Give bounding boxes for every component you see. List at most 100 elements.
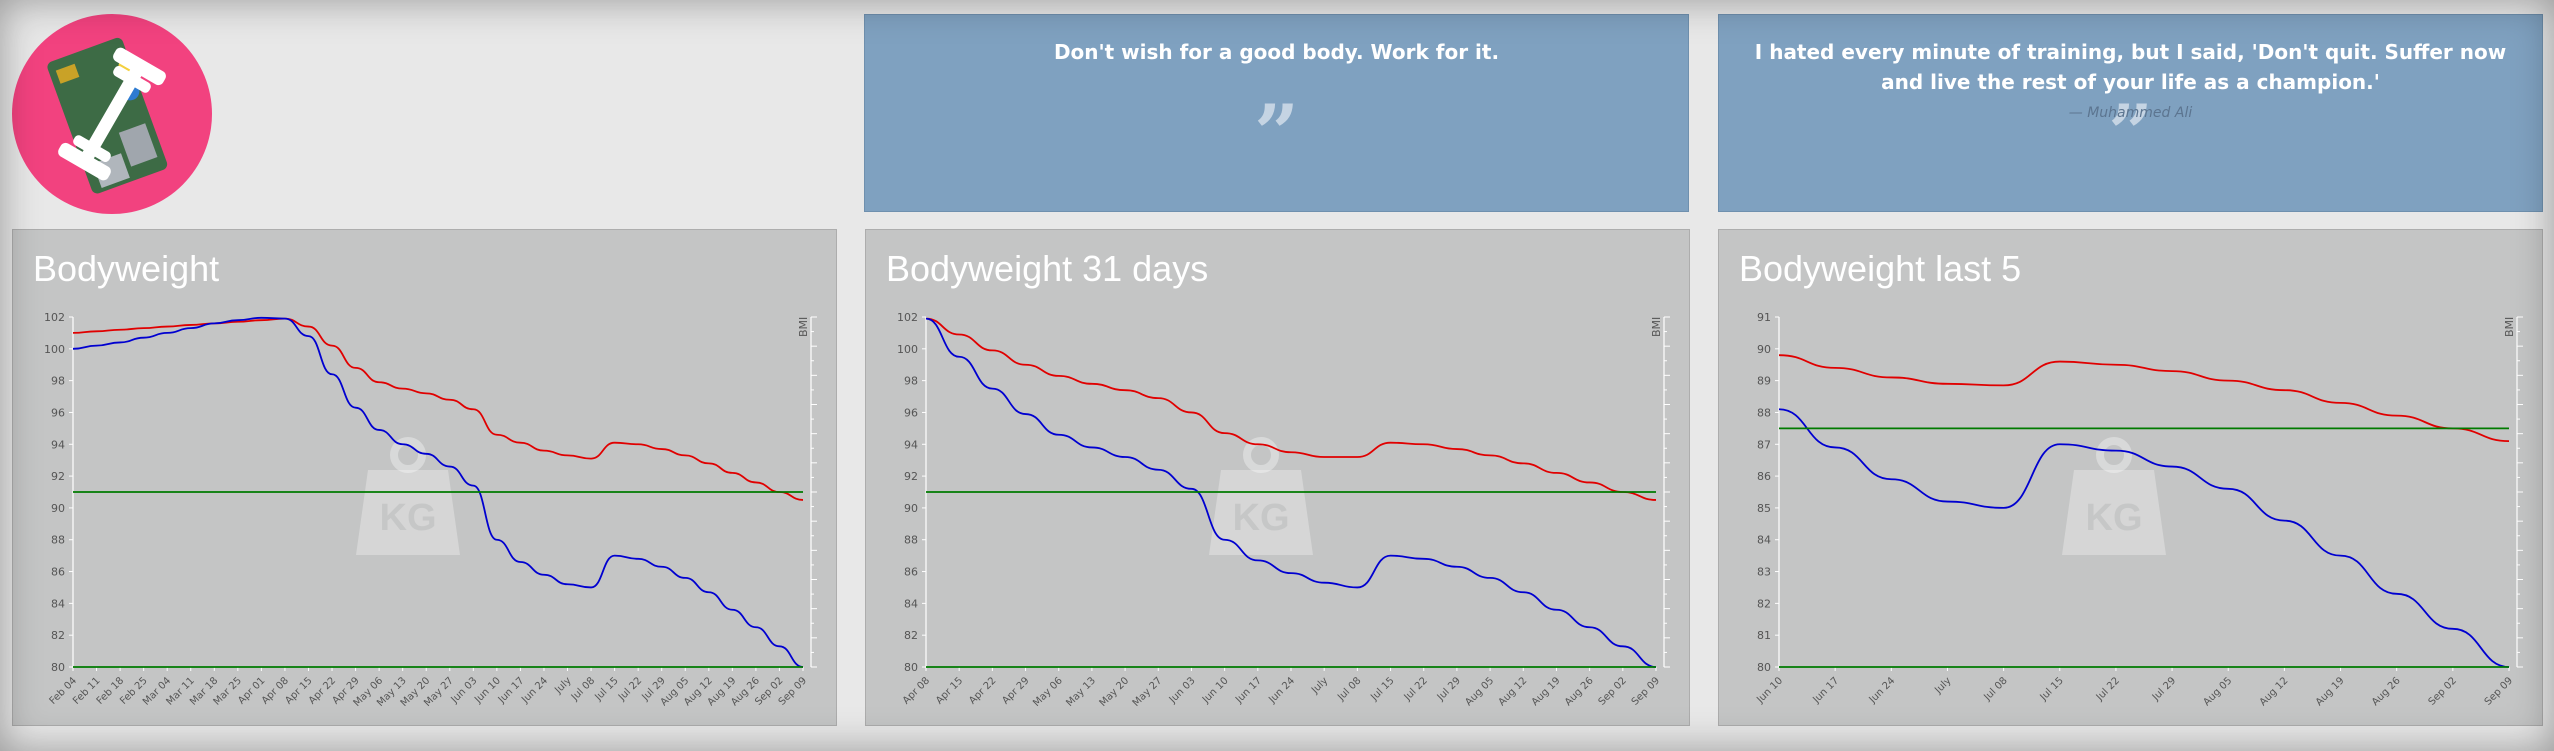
x-tick-label: Jul 15: [2038, 675, 2066, 703]
y-tick-label: 81: [1757, 629, 1771, 642]
chart-panel-bodyweight-31-days: Bodyweight 31 days KG 102 100 98 96 94 92 90 88 8…: [865, 229, 1690, 726]
x-tick-label: Jul 29: [1435, 675, 1463, 703]
x-tick-label: Apr 29: [1000, 675, 1031, 706]
x-tick-label: Jun 24: [1266, 675, 1297, 706]
y-tick-label: 84: [51, 597, 65, 610]
x-tick-label: Jun 24: [519, 675, 550, 706]
x-tick-label: Jul 29: [2150, 675, 2178, 703]
y-tick-label: 89: [1757, 375, 1771, 388]
y-tick-label: 86: [51, 566, 65, 579]
x-tick-label: Jun 03: [1167, 675, 1198, 706]
y-tick-label: 91: [1757, 311, 1771, 324]
y-tick-label: 94: [904, 438, 918, 451]
x-tick-label: Jun 17: [1233, 675, 1264, 706]
y-tick-label: 96: [51, 406, 65, 419]
y-tick-label: 90: [1757, 343, 1771, 356]
y-tick-label: 98: [51, 375, 65, 388]
x-tick-label: May 27: [1131, 675, 1165, 709]
x-tick-label: Jul 15: [1368, 675, 1396, 703]
x-tick-label: Aug 12: [1497, 675, 1530, 708]
y-tick-label: 84: [904, 597, 918, 610]
y-tick-label: 80: [51, 661, 65, 674]
chart-panel-bodyweight: Bodyweight KG 102 100 98 96 94 92 90 88 86 84 82 80 B…: [12, 229, 837, 726]
y-tick-label: 88: [904, 534, 918, 547]
watermark-label: KG: [1233, 497, 1290, 539]
y-tick-label: 92: [904, 470, 918, 483]
x-tick-label: Jul 22: [2094, 675, 2122, 703]
x-tick-label: Apr 22: [967, 675, 998, 706]
quote-card-1: ” Don't wish for a good body. Work for i…: [864, 14, 1689, 212]
quote-author: — Muhammed Ali: [1719, 105, 2542, 121]
watermark-label: KG: [2086, 497, 2143, 539]
chart-panel-bodyweight-last-5: Bodyweight last 5 KG 91 90 89 88 87 86 85 84 83 82…: [1718, 229, 2543, 726]
y-tick-label: 90: [51, 502, 65, 515]
y-tick-label: 96: [904, 406, 918, 419]
y-tick-label: 98: [904, 375, 918, 388]
x-tick-label: Jul 08: [1981, 675, 2009, 703]
y-tick-label: 85: [1757, 502, 1771, 515]
x-tick-label: Jul 22: [1402, 675, 1430, 703]
x-tick-label: Aug 19: [2314, 675, 2347, 708]
x-tick-label: Jul 15: [592, 675, 620, 703]
y-tick-label: 80: [904, 661, 918, 674]
y-tick-label: 94: [51, 438, 65, 451]
x-tick-label: Jul 08: [1335, 675, 1363, 703]
y-tick-label: 87: [1757, 438, 1771, 451]
y-tick-label: 83: [1757, 566, 1771, 579]
x-tick-label: Aug 19: [1530, 675, 1563, 708]
y-tick-label: 100: [44, 343, 65, 356]
watermark-label: KG: [380, 497, 437, 539]
x-tick-label: Jun 10: [472, 675, 503, 706]
x-tick-label: Apr 15: [934, 675, 965, 706]
y-tick-label: 102: [44, 311, 65, 324]
x-tick-label: Sep 09: [1630, 675, 1662, 707]
kg-watermark-icon: KG: [356, 441, 460, 555]
x-tick-label: Aug 26: [1563, 675, 1596, 708]
y-tick-label: 82: [1757, 597, 1771, 610]
x-tick-label: Aug 05: [1463, 675, 1496, 708]
dumbbell-logo-icon: [12, 14, 212, 214]
quote-mark-icon: ”: [865, 95, 1688, 173]
x-tick-label: Jun 10: [1754, 675, 1785, 706]
x-tick-label: Jun 17: [1810, 675, 1841, 706]
x-tick-label: July: [1932, 675, 1953, 696]
x-tick-label: Aug 26: [2370, 675, 2403, 708]
bodyweight-last-5-chart: KG 91 90 89 88 87 86 85 84 83 82 81 80 BMI Jun 10 Jun 1…: [1719, 230, 2544, 727]
y-tick-label: 80: [1757, 661, 1771, 674]
x-tick-label: Jun 03: [449, 675, 480, 706]
y-tick-label: 82: [904, 629, 918, 642]
quote-card-2: ” I hated every minute of training, but …: [1718, 14, 2543, 212]
x-tick-label: Jun 10: [1200, 675, 1231, 706]
x-tick-label: May 20: [1098, 675, 1132, 709]
y2-axis-label: BMI: [1650, 317, 1663, 337]
kg-watermark-icon: KG: [1209, 441, 1313, 555]
quote-text: I hated every minute of training, but I …: [1719, 15, 2542, 97]
quote-text: Don't wish for a good body. Work for it.: [865, 15, 1688, 67]
y-tick-label: 88: [1757, 406, 1771, 419]
weight-handle: [2100, 441, 2128, 469]
x-tick-label: July: [1309, 675, 1330, 696]
y-tick-label: 100: [897, 343, 918, 356]
y-tick-label: 86: [904, 566, 918, 579]
x-tick-label: Sep 02: [2427, 675, 2459, 707]
x-tick-label: Jun 24: [1867, 675, 1898, 706]
y2-axis-label: BMI: [797, 317, 810, 337]
x-tick-label: Jun 17: [496, 675, 527, 706]
x-tick-label: Apr 08: [901, 675, 932, 706]
x-tick-label: Jul 22: [616, 675, 644, 703]
y2-axis-label: BMI: [2503, 317, 2516, 337]
y-tick-label: 102: [897, 311, 918, 324]
y-tick-label: 88: [51, 534, 65, 547]
x-tick-label: Aug 05: [2202, 675, 2235, 708]
y-tick-label: 92: [51, 470, 65, 483]
x-tick-label: May 13: [1064, 675, 1098, 709]
y-tick-label: 84: [1757, 534, 1771, 547]
kg-watermark-icon: KG: [2062, 441, 2166, 555]
x-tick-label: Sep 02: [1597, 675, 1629, 707]
x-tick-label: Sep 09: [2483, 675, 2515, 707]
y-tick-label: 86: [1757, 470, 1771, 483]
x-tick-label: May 06: [1031, 675, 1065, 709]
y-tick-label: 82: [51, 629, 65, 642]
